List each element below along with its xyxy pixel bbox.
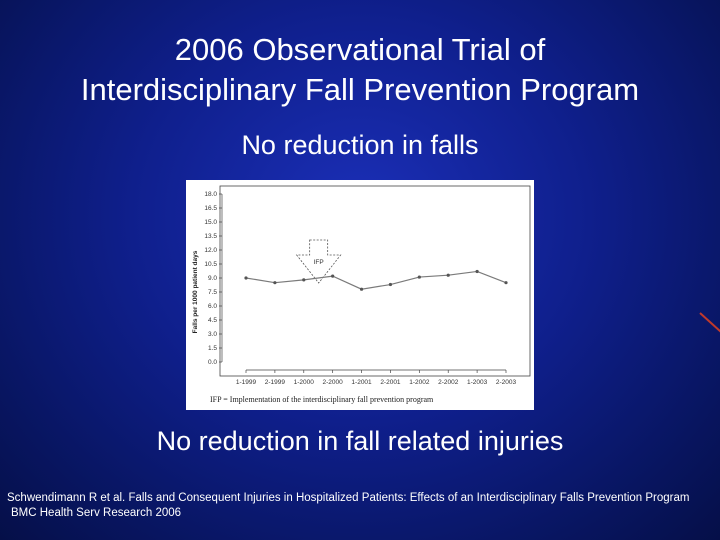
y-axis-label: Falls per 1000 patient days bbox=[192, 250, 199, 333]
y-tick-label: 3.0 bbox=[208, 331, 217, 338]
data-point bbox=[331, 274, 335, 278]
plot-frame bbox=[219, 185, 531, 377]
x-tick-label: 1-2003 bbox=[467, 379, 488, 386]
y-tick-label: 7.5 bbox=[208, 289, 217, 296]
ifp-arrow bbox=[295, 239, 342, 284]
data-point bbox=[244, 276, 248, 280]
y-tick-label: 1.5 bbox=[208, 345, 217, 352]
line-chart: Falls per 1000 patient days 0.0 1.5 3.0 4.5… bbox=[192, 185, 531, 404]
x-tick-label: 2-2000 bbox=[323, 379, 344, 386]
y-tick-label: 6.0 bbox=[208, 303, 217, 310]
x-tick-label: 1-2000 bbox=[294, 379, 315, 386]
slide-title-line1: 2006 Observational Trial of bbox=[174, 32, 546, 67]
data-point bbox=[273, 281, 277, 285]
citation-line2: BMC Health Serv Research 2006 bbox=[11, 507, 182, 519]
y-axis: 0.0 1.5 3.0 4.5 6.0 7.5 9.0 10.5 12.0 13.5 15.0 16.… bbox=[204, 191, 223, 366]
x-tick-label: 2-1999 bbox=[265, 379, 286, 386]
x-tick-label: 2-2002 bbox=[438, 379, 459, 386]
y-tick-label: 0.0 bbox=[208, 359, 217, 366]
data-point bbox=[417, 275, 421, 279]
chart-panel: Falls per 1000 patient days 0.0 1.5 3.0 4.5… bbox=[186, 180, 534, 410]
data-point bbox=[446, 273, 450, 277]
slide-title-line2: Interdisciplinary Fall Prevention Progra… bbox=[80, 72, 640, 107]
ifp-annotation: IFP bbox=[295, 239, 342, 284]
y-tick-label: 18.0 bbox=[204, 191, 217, 198]
series-line bbox=[245, 270, 507, 290]
y-tick-label: 16.5 bbox=[204, 205, 217, 212]
x-tick-label: 1-2002 bbox=[409, 379, 430, 386]
data-point bbox=[475, 269, 479, 274]
chart-footnote: IFP = Implementation of the interdiscipl… bbox=[210, 395, 434, 404]
y-tick-label: 13.5 bbox=[204, 233, 217, 240]
y-tick-label: 4.5 bbox=[208, 317, 217, 324]
citation: Schwendimann R et al. Falls and Conseque… bbox=[7, 491, 719, 521]
data-point bbox=[504, 281, 508, 285]
subtitle-bottom: No reduction in fall related injuries bbox=[156, 426, 564, 456]
x-axis: 1-1999 2-1999 1-2000 2-2000 1-2001 2-2001 1-20… bbox=[236, 369, 517, 386]
decorative-edge-line bbox=[699, 312, 720, 334]
citation-line1: Schwendimann R et al. Falls and Conseque… bbox=[7, 492, 690, 504]
ifp-label: IFP bbox=[314, 259, 324, 266]
subtitle-top: No reduction in falls bbox=[241, 130, 479, 160]
y-tick-label: 9.0 bbox=[208, 275, 217, 282]
slide-title: 2006 Observational Trial of Interdiscipl… bbox=[0, 30, 720, 110]
data-point bbox=[302, 278, 306, 282]
x-tick-label: 2-2003 bbox=[496, 379, 517, 386]
x-tick-label: 1-1999 bbox=[236, 379, 257, 386]
data-point bbox=[359, 287, 364, 291]
y-tick-label: 12.0 bbox=[204, 247, 217, 254]
data-point bbox=[388, 282, 393, 287]
x-tick-label: 2-2001 bbox=[380, 379, 401, 386]
y-tick-label: 15.0 bbox=[204, 219, 217, 226]
x-tick-label: 1-2001 bbox=[351, 379, 372, 386]
y-tick-label: 10.5 bbox=[204, 261, 217, 268]
series-group bbox=[244, 269, 508, 291]
